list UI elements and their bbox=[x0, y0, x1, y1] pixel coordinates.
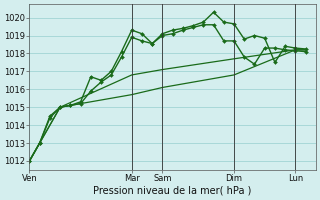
X-axis label: Pression niveau de la mer( hPa ): Pression niveau de la mer( hPa ) bbox=[93, 186, 252, 196]
